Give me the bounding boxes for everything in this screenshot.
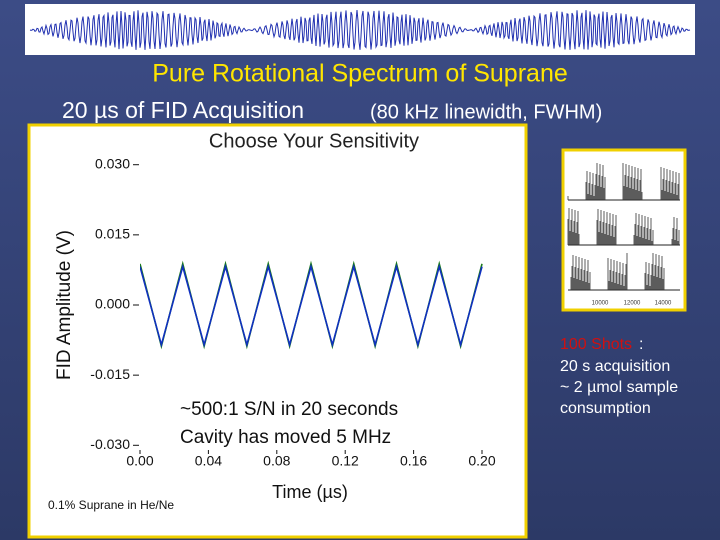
- y-tick-label: -0.015: [90, 366, 130, 382]
- x-tick-label: 0.00: [126, 453, 153, 469]
- side-highlight: 100 Shots: [560, 336, 632, 353]
- x-axis-label: Time (µs): [272, 482, 348, 502]
- x-tick-label: 0.08: [263, 453, 290, 469]
- x-tick-label: 0.16: [400, 453, 427, 469]
- side-colon: :: [639, 336, 643, 353]
- series-line: [140, 263, 483, 348]
- x-tick-label: 0.04: [195, 453, 222, 469]
- side-text: 20 s acquisition: [560, 358, 670, 375]
- chart-panel: [27, 123, 528, 539]
- y-tick-label: 0.030: [95, 155, 130, 171]
- y-tick-label: -0.030: [90, 436, 130, 452]
- chart-title: Choose Your Sensitivity: [209, 130, 419, 152]
- inset-tick-label: 14000: [655, 301, 672, 307]
- slide-subtitle-note: (80 kHz linewidth, FWHM): [370, 101, 602, 123]
- y-tick-label: 0.000: [95, 296, 130, 312]
- x-tick-label: 0.20: [468, 453, 495, 469]
- y-tick-label: 0.015: [95, 226, 130, 242]
- slide-title: Pure Rotational Spectrum of Suprane: [152, 60, 568, 88]
- y-axis-label: FID Amplitude (V): [54, 230, 75, 380]
- annotation: Cavity has moved 5 MHz: [180, 427, 391, 448]
- x-tick-label: 0.12: [332, 453, 359, 469]
- slide-subtitle: 20 µs of FID Acquisition: [62, 97, 304, 123]
- inset-tick-label: 12000: [624, 301, 641, 307]
- inset-tick-label: 10000: [592, 301, 609, 307]
- banner-waveform: [29, 9, 691, 50]
- side-text: ~ 2 µmol sample: [560, 379, 678, 396]
- side-text: consumption: [560, 400, 651, 417]
- annotation: ~500:1 S/N in 20 seconds: [180, 399, 398, 420]
- sample-note: 0.1% Suprane in He/Ne: [48, 498, 174, 512]
- inset-spectra: [567, 163, 680, 291]
